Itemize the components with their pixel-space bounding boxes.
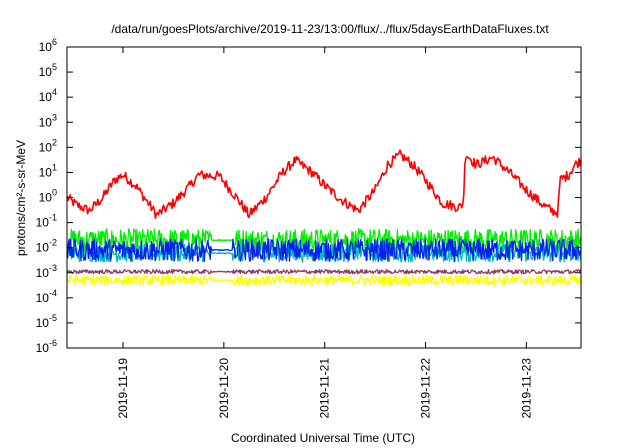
x-tick-label: 2019-11-20 [217, 358, 231, 419]
y-tick-base: 10 [39, 191, 53, 205]
series-line-4 [66, 274, 582, 286]
y-tick-base: 10 [39, 40, 53, 54]
y-tick-label: 10-4 [36, 288, 57, 305]
y-tick-label: 10-1 [36, 213, 57, 230]
y-tick-label: 10-6 [36, 338, 57, 355]
y-tick-label: 101 [39, 162, 57, 179]
y-tick-label: 104 [39, 87, 57, 104]
y-tick-exponent: -3 [49, 263, 57, 273]
y-tick-exponent: 0 [52, 188, 57, 198]
y-tick-base: 10 [39, 115, 53, 129]
y-tick-label: 10-3 [36, 263, 57, 280]
y-tick-label: 10-5 [36, 313, 57, 330]
series-line-5 [66, 269, 582, 275]
y-axis-label-base: protons/cm²-s-sr-MeV [14, 140, 28, 256]
plot-series [66, 149, 582, 286]
y-tick-base: 10 [36, 266, 50, 280]
y-tick-base: 10 [36, 291, 50, 305]
x-tick-label: 2019-11-21 [318, 358, 332, 419]
x-tick-label: 2019-11-23 [519, 358, 533, 419]
y-tick-exponent: 1 [52, 162, 57, 172]
y-tick-label: 10-2 [36, 238, 57, 255]
y-tick-label: 103 [39, 112, 57, 129]
y-tick-base: 10 [36, 341, 50, 355]
y-tick-base: 10 [36, 216, 50, 230]
y-tick-base: 10 [39, 140, 53, 154]
y-tick-exponent: 2 [52, 137, 57, 147]
y-tick-label: 106 [39, 37, 57, 54]
y-tick-base: 10 [39, 165, 53, 179]
x-axis-label: Coordinated Universal Time (UTC) [231, 431, 415, 445]
y-tick-exponent: 3 [52, 112, 57, 122]
y-tick-exponent: -4 [49, 288, 57, 298]
series-line-0 [66, 149, 582, 219]
y-tick-base: 10 [39, 90, 53, 104]
y-axis: 10-610-510-410-310-210-11001011021031041… [36, 37, 581, 355]
y-tick-base: 10 [36, 241, 50, 255]
y-tick-exponent: -6 [49, 338, 57, 348]
y-tick-exponent: -1 [49, 213, 57, 223]
y-tick-base: 10 [36, 316, 50, 330]
y-tick-label: 102 [39, 137, 57, 154]
y-tick-base: 10 [39, 65, 53, 79]
y-tick-label: 105 [39, 62, 57, 79]
series-line-1 [66, 228, 582, 253]
y-tick-exponent: -2 [49, 238, 57, 248]
chart-title: /data/run/goesPlots/archive/2019-11-23/1… [111, 22, 549, 36]
series-line-3 [66, 238, 582, 263]
y-axis-label: protons/cm²-s-sr-MeV [14, 140, 28, 256]
x-tick-label: 2019-11-22 [419, 358, 433, 419]
y-tick-exponent: 4 [52, 87, 57, 97]
y-tick-exponent: 6 [52, 37, 57, 47]
y-tick-exponent: 5 [52, 62, 57, 72]
x-tick-label: 2019-11-19 [116, 358, 130, 419]
y-tick-label: 100 [39, 188, 57, 205]
y-tick-exponent: -5 [49, 313, 57, 323]
x-axis: 2019-11-19 2019-11-20 2019-11-21 2019-11-22… [116, 47, 533, 419]
